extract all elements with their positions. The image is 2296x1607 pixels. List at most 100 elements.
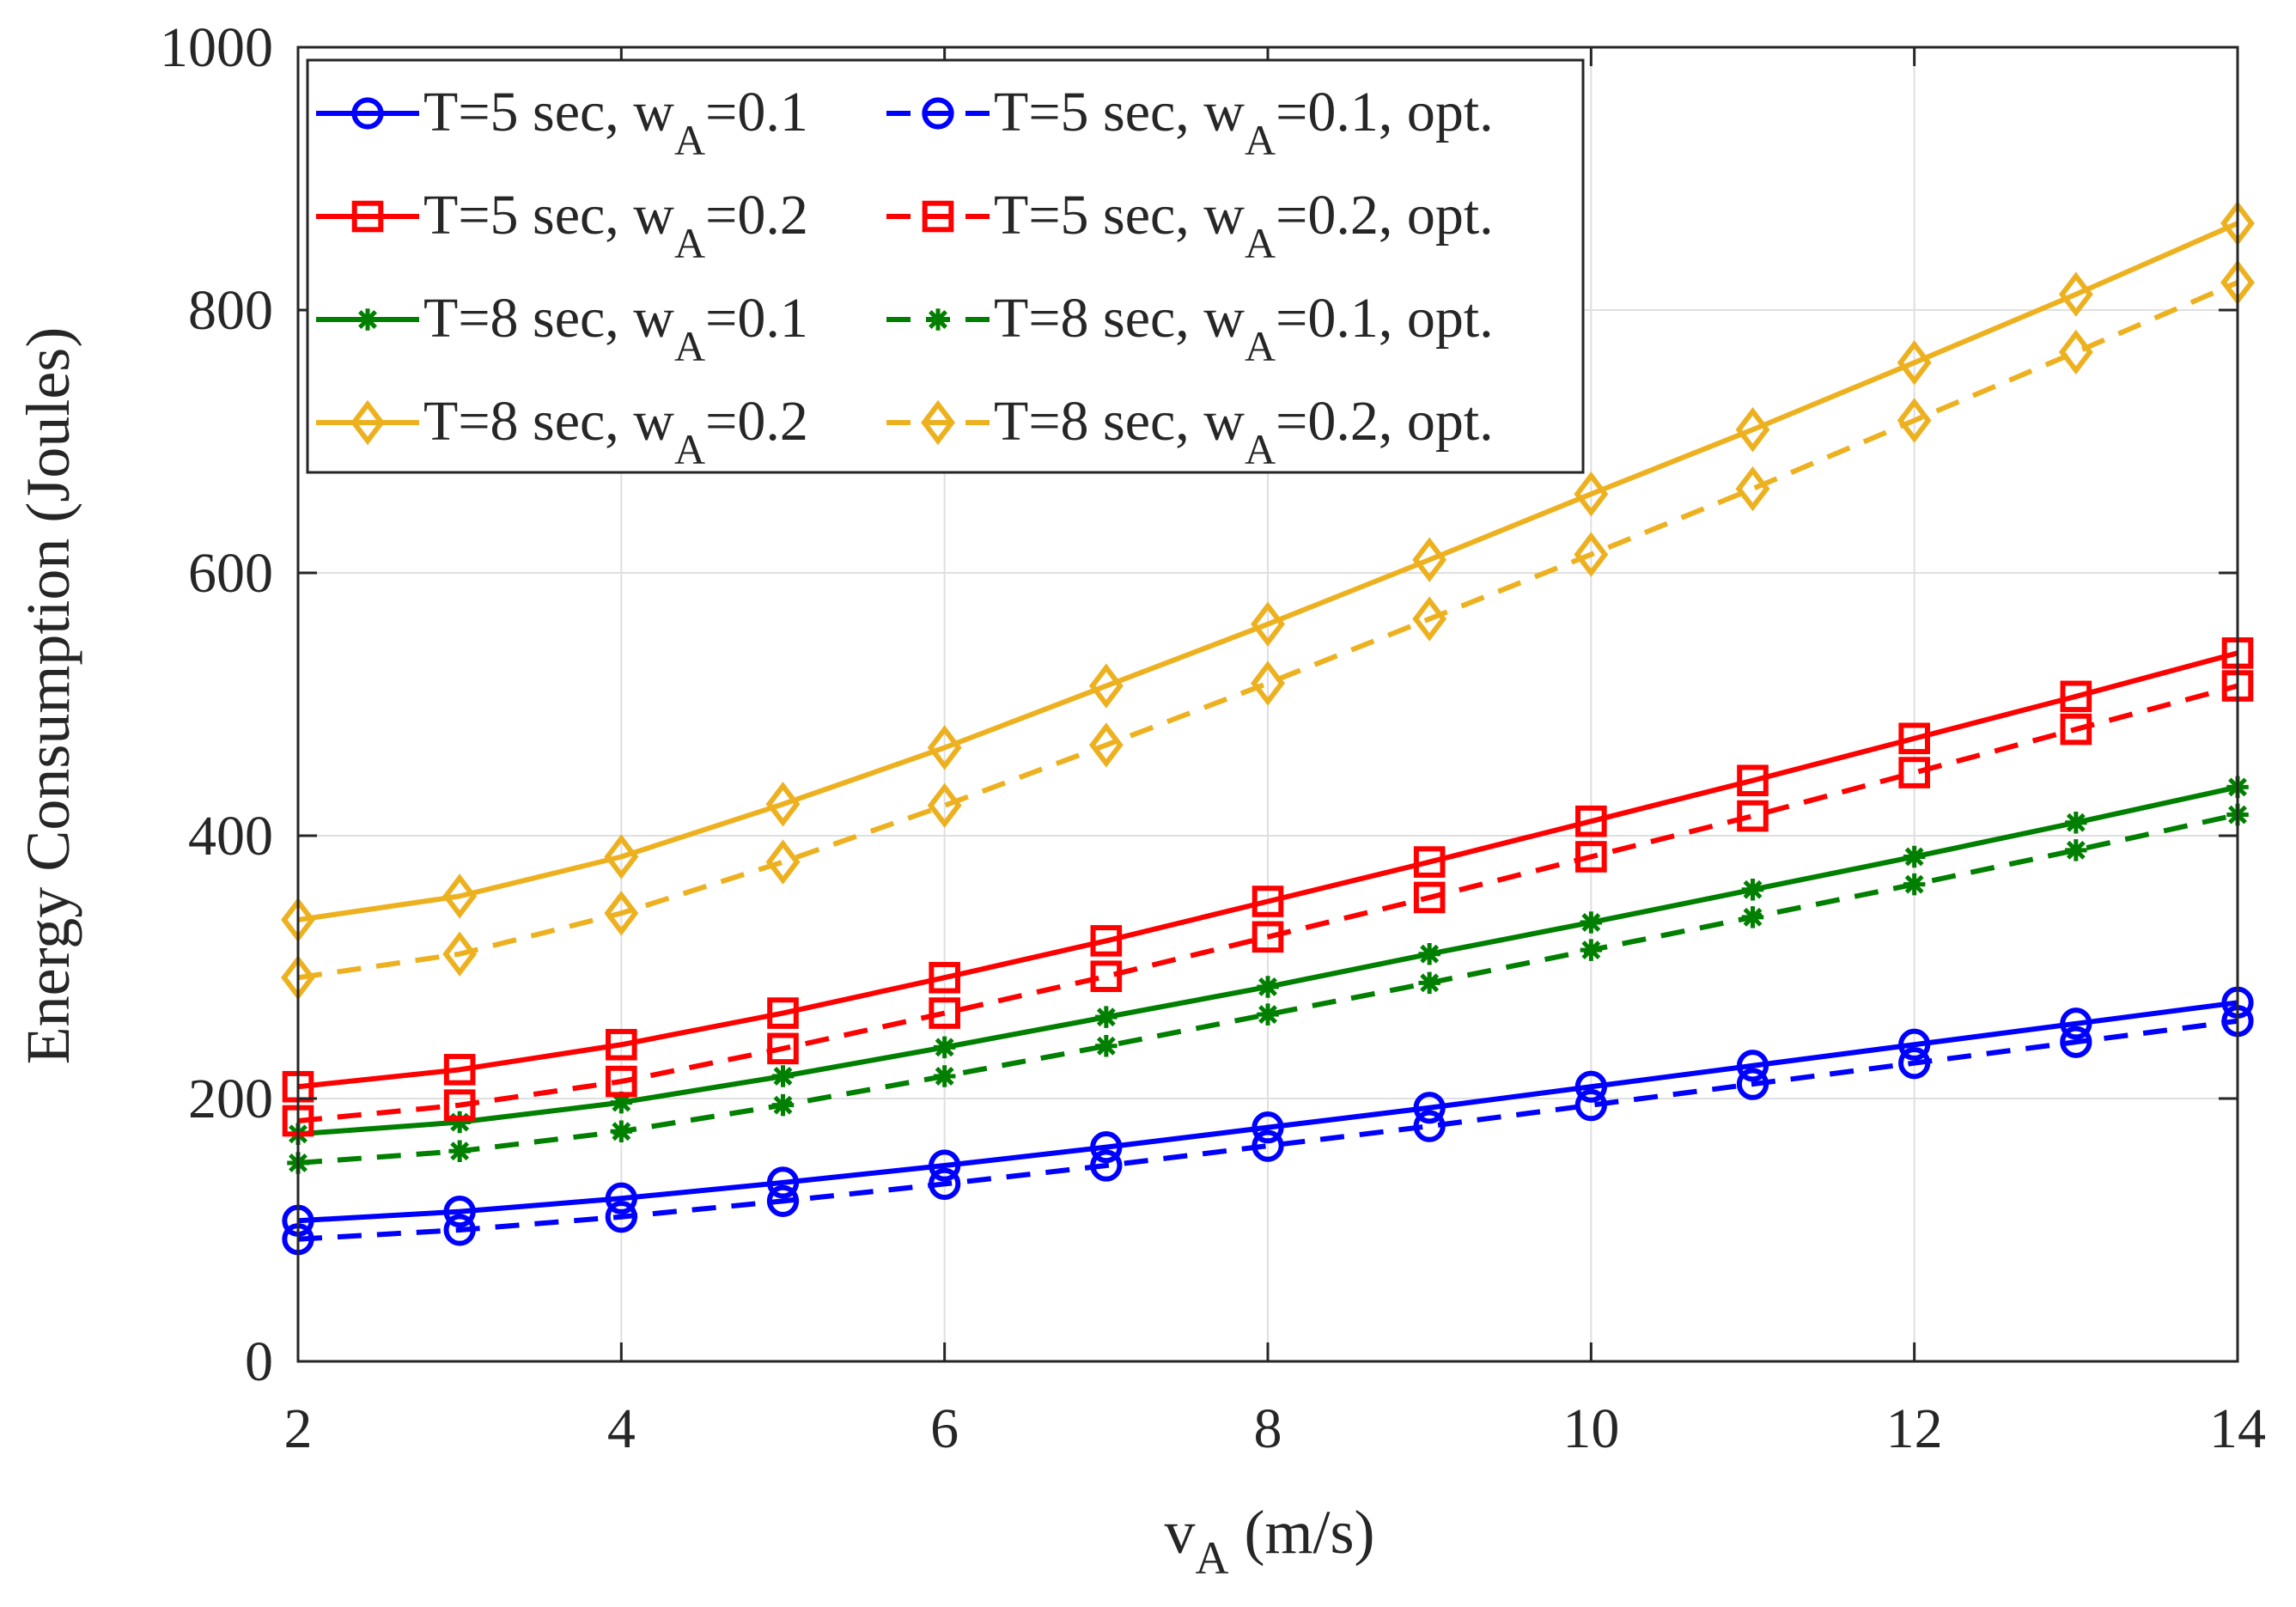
data-point-circle	[1090, 1130, 1123, 1164]
x-tick-label: 8	[1254, 1397, 1282, 1460]
data-point-square	[1575, 805, 1607, 837]
data-point-star	[771, 1065, 795, 1087]
data-point-star	[2065, 811, 2087, 834]
data-point-star	[927, 308, 949, 331]
data-point-star	[1095, 1035, 1118, 1057]
data-point-circle	[1898, 1047, 1931, 1080]
data-point-circle	[1252, 1111, 1284, 1144]
legend-item-s5: T=5 sec, wA=0.1, opt.	[886, 81, 1494, 164]
legend-label: T=5 sec, wA=0.2, opt.	[994, 184, 1494, 267]
legend-label-post: =0.2, opt.	[1276, 390, 1494, 453]
data-point-circle	[1574, 1089, 1607, 1122]
series-s1	[282, 986, 2254, 1237]
data-point-diamond	[350, 399, 385, 446]
data-point-circle	[1413, 1110, 1446, 1142]
x-tick-label: 12	[1886, 1397, 1943, 1460]
series-line-s6	[297, 683, 2238, 1123]
legend-item-s8: T=8 sec, wA=0.2, opt.	[886, 390, 1494, 473]
data-point-diamond	[1735, 407, 1770, 453]
data-point-circle	[929, 1167, 961, 1201]
data-point-diamond	[1574, 532, 1609, 577]
legend-label-post: =0.1	[705, 287, 808, 350]
series-s8	[281, 259, 2255, 1001]
legend-label-post: =0.2, opt.	[1276, 184, 1494, 247]
legend-label-post: =0.2	[705, 390, 808, 453]
legend-label-pre: T=5 sec, w	[994, 81, 1245, 143]
data-point-diamond	[765, 782, 801, 827]
legend-label-pre: T=8 sec, w	[423, 390, 674, 453]
data-point-diamond	[1897, 339, 1932, 386]
data-point-circle	[2060, 1007, 2092, 1040]
data-point-star	[610, 1091, 633, 1114]
data-point-diamond	[604, 834, 639, 880]
data-point-square	[1575, 841, 1607, 873]
data-point-star	[933, 1036, 956, 1059]
data-point-circle	[929, 1149, 961, 1182]
legend-item-s2: T=5 sec, wA=0.2	[316, 184, 808, 267]
legend-label-sub: A	[674, 116, 705, 164]
legend-label-sub: A	[1245, 425, 1276, 473]
legend-item-s3: T=8 sec, wA=0.1	[316, 287, 808, 370]
data-point-square	[1090, 925, 1123, 957]
legend-item-s6: T=5 sec, wA=0.2, opt.	[886, 184, 1494, 267]
data-point-circle	[2060, 1026, 2092, 1058]
data-point-diamond	[1897, 398, 1932, 443]
legend-label-post: =0.1	[705, 81, 808, 143]
y-tick-label: 200	[188, 1068, 273, 1130]
data-point-square	[1737, 800, 1769, 832]
legend-label-sub: A	[674, 425, 705, 473]
legend-label: T=8 sec, wA=0.2, opt.	[994, 390, 1494, 473]
data-point-star	[1580, 911, 1603, 934]
x-axis-label-sub: A	[1196, 1532, 1229, 1584]
data-point-square	[929, 997, 960, 1029]
data-point-star	[2065, 839, 2087, 861]
legend-label-pre: T=5 sec, w	[423, 184, 674, 247]
data-point-square	[767, 997, 799, 1029]
data-point-diamond	[927, 725, 962, 770]
data-point-circle	[1736, 1050, 1769, 1082]
x-tick-label: 4	[607, 1397, 636, 1460]
data-point-diamond	[2058, 271, 2093, 317]
legend-label: T=8 sec, wA=0.1, opt.	[994, 287, 1494, 370]
data-point-square	[2060, 680, 2092, 713]
data-point-star	[1903, 873, 1926, 896]
data-point-diamond	[1251, 601, 1285, 647]
x-tick-label: 14	[2209, 1397, 2266, 1460]
legend-label: T=8 sec, wA=0.2	[423, 390, 808, 473]
x-tick-label: 6	[930, 1397, 959, 1460]
data-point-star	[1095, 1006, 1118, 1028]
data-point-square	[922, 200, 954, 233]
data-point-circle	[1574, 1070, 1607, 1103]
data-point-diamond	[1251, 660, 1285, 706]
legend-label-post: =0.2	[705, 184, 808, 247]
data-point-square	[1737, 764, 1769, 797]
data-point-diamond	[765, 839, 801, 885]
legend-item-s1: T=5 sec, wA=0.1	[316, 81, 808, 164]
data-point-diamond	[1412, 537, 1447, 582]
data-point-diamond	[442, 874, 478, 919]
data-point-circle	[766, 1184, 800, 1217]
data-point-diamond	[1574, 471, 1609, 517]
data-point-square	[443, 1054, 476, 1086]
x-axis-label: vA (m/s)	[1165, 1498, 1375, 1584]
data-point-star	[1741, 906, 1764, 928]
y-tick-label: 1000	[160, 16, 273, 79]
legend-item-s7: T=8 sec, wA=0.1, opt.	[886, 287, 1494, 370]
data-point-circle	[922, 97, 954, 130]
data-point-star	[356, 308, 379, 331]
data-point-circle	[605, 1201, 637, 1233]
series-line-s2	[297, 650, 2238, 1090]
data-point-star	[1257, 1003, 1279, 1026]
data-point-square	[929, 961, 960, 994]
data-point-square	[1898, 757, 1930, 788]
x-tick-label: 2	[284, 1397, 313, 1460]
data-point-star	[771, 1093, 795, 1117]
series-line-s4	[297, 221, 2239, 922]
data-point-star	[1580, 939, 1603, 961]
series-line-s8	[297, 280, 2239, 981]
series-s2	[282, 637, 2254, 1103]
data-point-star	[1257, 976, 1279, 998]
data-point-diamond	[927, 782, 962, 829]
legend-label: T=5 sec, wA=0.1, opt.	[994, 81, 1494, 164]
legend-label-post: =0.1, opt.	[1276, 81, 1494, 143]
